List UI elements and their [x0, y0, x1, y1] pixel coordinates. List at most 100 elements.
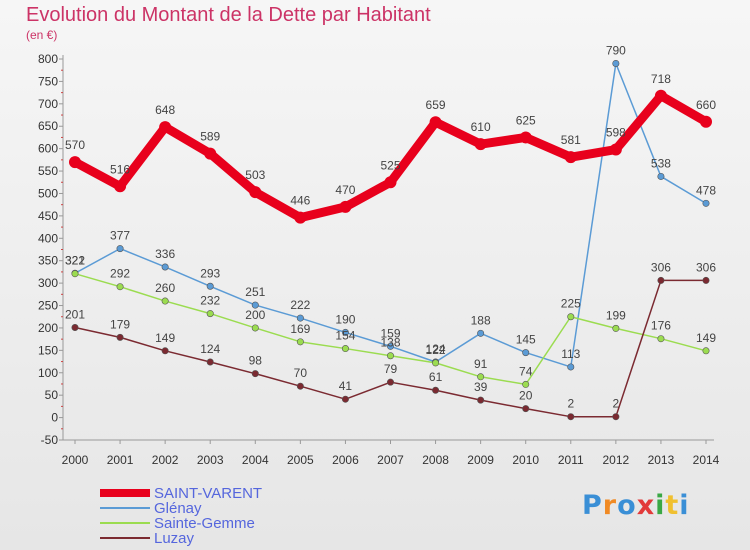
data-label: 538 [651, 156, 671, 170]
data-label: 41 [339, 379, 353, 393]
data-label: 124 [426, 342, 446, 356]
data-point [249, 186, 262, 199]
x-tick-label: 2011 [558, 453, 584, 467]
data-point [341, 345, 349, 353]
data-point [657, 276, 665, 284]
proxiti-logo: Proxiti [582, 490, 690, 521]
chart-title: Evolution du Montant de la Dette par Hab… [26, 4, 431, 26]
data-point [429, 116, 442, 129]
data-label: 113 [561, 347, 580, 361]
data-label: 138 [380, 336, 400, 350]
x-tick-label: 2005 [287, 453, 314, 467]
data-point [609, 143, 622, 156]
data-point [116, 333, 124, 341]
data-point [612, 324, 620, 332]
data-label: 525 [380, 158, 400, 172]
data-point [251, 324, 259, 332]
data-label: 648 [155, 103, 175, 117]
data-point [522, 380, 530, 388]
data-label: 503 [245, 168, 265, 182]
data-label: 200 [245, 308, 265, 322]
data-point [432, 359, 440, 367]
data-point [161, 263, 169, 271]
logo-letter: i [679, 490, 690, 521]
data-point [251, 370, 259, 378]
data-point [341, 328, 349, 336]
data-label: 292 [110, 267, 130, 281]
data-label: 470 [335, 183, 355, 197]
data-point [71, 323, 79, 331]
data-point [432, 386, 440, 394]
x-tick-label: 2000 [62, 453, 89, 467]
data-label: 188 [471, 313, 491, 327]
data-label: 91 [474, 357, 488, 371]
data-point [161, 347, 169, 355]
data-point [567, 363, 575, 371]
x-tick-label: 2008 [422, 453, 449, 467]
data-label: 321 [65, 254, 85, 268]
data-label: 446 [290, 194, 310, 208]
x-tick-label: 2001 [107, 453, 134, 467]
data-label: 124 [200, 342, 220, 356]
data-label: 589 [200, 130, 220, 144]
data-point [71, 270, 79, 278]
data-label: 659 [426, 98, 446, 112]
data-point [474, 138, 487, 151]
legend-label: Luzay [154, 530, 195, 547]
data-point [702, 347, 710, 355]
data-label: 610 [471, 120, 491, 134]
data-label: 293 [200, 266, 220, 280]
data-label: 61 [429, 370, 443, 384]
data-point [296, 338, 304, 346]
y-tick-label: 400 [38, 231, 58, 245]
y-tick-label: 750 [38, 74, 58, 88]
legend-label: Sainte-Gemme [154, 515, 255, 532]
data-label: 251 [245, 285, 265, 299]
data-point [296, 314, 304, 322]
data-label: 232 [200, 294, 220, 308]
data-point [522, 405, 530, 413]
data-label: 225 [561, 297, 581, 311]
data-label: 2 [613, 397, 620, 411]
data-label: 2 [567, 397, 574, 411]
data-point [612, 413, 620, 421]
y-tick-label: 800 [38, 52, 58, 66]
data-label: 718 [651, 72, 671, 86]
data-point [161, 297, 169, 305]
x-tick-label: 2007 [377, 453, 404, 467]
data-point [657, 335, 665, 343]
data-label: 149 [155, 331, 175, 345]
y-tick-label: 0 [51, 411, 58, 425]
data-label: 179 [110, 317, 130, 331]
data-point [386, 352, 394, 360]
data-point [206, 358, 214, 366]
data-point [386, 378, 394, 386]
legend-label: Glénay [154, 500, 202, 517]
data-label: 74 [519, 364, 533, 378]
chart-unit: (en €) [26, 28, 58, 42]
data-point [519, 131, 532, 144]
data-label: 122 [426, 343, 446, 357]
data-point [206, 282, 214, 290]
data-label: 377 [110, 229, 130, 243]
data-point [612, 59, 620, 67]
data-point [654, 89, 667, 102]
data-point [702, 199, 710, 207]
data-label: 154 [335, 329, 355, 343]
y-tick-label: 650 [38, 119, 58, 133]
data-point [294, 211, 307, 224]
data-label: 145 [516, 333, 536, 347]
data-point [69, 156, 81, 169]
data-label: 20 [519, 389, 533, 403]
x-tick-label: 2009 [467, 453, 494, 467]
data-point [116, 283, 124, 291]
y-tick-label: 600 [38, 142, 58, 156]
data-point [477, 396, 485, 404]
data-label: 222 [290, 298, 310, 312]
data-point [116, 245, 124, 253]
x-tick-label: 2012 [603, 453, 630, 467]
data-point [700, 115, 712, 128]
logo-letter: i [655, 490, 666, 521]
